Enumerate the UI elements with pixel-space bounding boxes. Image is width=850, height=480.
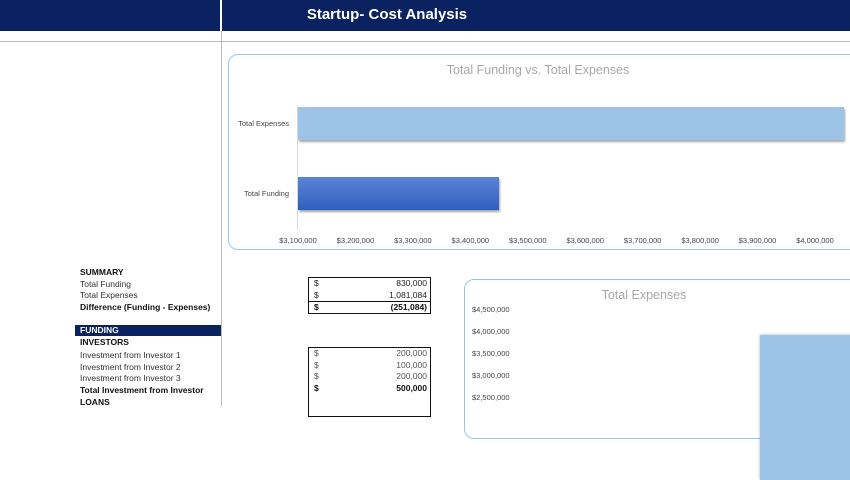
x-tick-label: $3,500,000	[508, 236, 547, 245]
y-tick-label: $4,500,000	[472, 305, 510, 314]
x-tick-label: $3,100,000	[279, 236, 317, 245]
row-divider	[0, 41, 850, 42]
investors-heading: INVESTORS	[80, 337, 129, 347]
y-tick-label: $4,000,000	[472, 327, 510, 336]
chart-title: Total Funding vs. Total Expenses	[446, 63, 630, 77]
total-expenses-chart[interactable]: Total Expenses $4,500,000 $4,000,000 $3,50…	[464, 279, 850, 480]
category-label: Total Funding	[243, 189, 289, 198]
x-tick-label: $3,700,000	[623, 236, 662, 245]
y-axis-line	[297, 105, 298, 230]
value: 500,000	[396, 382, 427, 393]
header-bar	[0, 0, 850, 31]
x-tick-label: $3,200,000	[336, 236, 375, 245]
summary-label: Total Funding	[80, 279, 132, 289]
currency: $	[314, 302, 319, 312]
investor-row[interactable]: $200,000	[309, 348, 430, 360]
x-tick-label: $3,600,000	[566, 236, 604, 245]
currency: $	[314, 289, 319, 300]
x-tick-label: $3,400,000	[451, 236, 490, 245]
value: 200,000	[396, 348, 427, 358]
investor-total-label: Total Investment from Investor	[80, 385, 204, 395]
value: 830,000	[396, 278, 427, 288]
summary-values: $830,000 $1,081,084 $ (251,084)	[308, 277, 431, 314]
page-title: Startup- Cost Analysis	[306, 6, 468, 23]
y-tick-label: $3,000,000	[472, 371, 510, 380]
y-tick-label: $3,500,000	[472, 349, 510, 358]
chart-title: Total Expenses	[601, 288, 687, 302]
investor-row[interactable]: $200,000	[309, 371, 430, 383]
summary-label: Total Expenses	[80, 290, 138, 300]
investor-label: Investment from Investor 3	[80, 373, 181, 383]
bar-total-expenses	[760, 335, 850, 480]
x-tick-label: $4,000,000	[796, 236, 834, 245]
investor-row[interactable]: $100,000	[309, 360, 430, 372]
investor-total-row[interactable]: $500,000	[309, 383, 430, 395]
loans-heading: LOANS	[80, 397, 110, 407]
bar-total-funding	[298, 177, 500, 210]
summary-row[interactable]: $1,081,084	[309, 290, 430, 302]
summary-row[interactable]: $ (251,084)	[309, 301, 430, 313]
value: 1,081,084	[389, 289, 427, 300]
currency: $	[314, 371, 319, 381]
currency: $	[314, 382, 319, 393]
currency: $	[314, 348, 319, 358]
investor-values: $200,000 $100,000 $200,000 $500,000	[308, 347, 431, 417]
funding-heading: FUNDING	[75, 325, 221, 336]
bar-total-expenses	[298, 107, 844, 140]
summary-row[interactable]: $830,000	[309, 278, 430, 290]
header-divider	[220, 0, 222, 31]
x-tick-label: $3,900,000	[738, 236, 777, 245]
value: 200,000	[396, 371, 427, 381]
category-label: Total Expenses	[238, 119, 289, 128]
x-tick-label: $3,800,000	[681, 236, 719, 245]
funding-vs-expenses-chart[interactable]: Total Funding vs. Total Expenses $3,100,…	[228, 54, 850, 250]
column-divider	[221, 31, 222, 406]
summary-heading: SUMMARY	[80, 267, 124, 277]
investor-label: Investment from Investor 2	[80, 362, 181, 372]
y-tick-label: $2,500,000	[472, 393, 510, 402]
currency: $	[314, 278, 319, 288]
value: 100,000	[396, 359, 427, 370]
summary-label: Difference (Funding - Expenses)	[80, 302, 211, 312]
x-tick-label: $3,300,000	[394, 236, 432, 245]
currency: $	[314, 359, 319, 370]
investor-label: Investment from Investor 1	[80, 350, 181, 360]
value: (251,084)	[390, 302, 427, 312]
